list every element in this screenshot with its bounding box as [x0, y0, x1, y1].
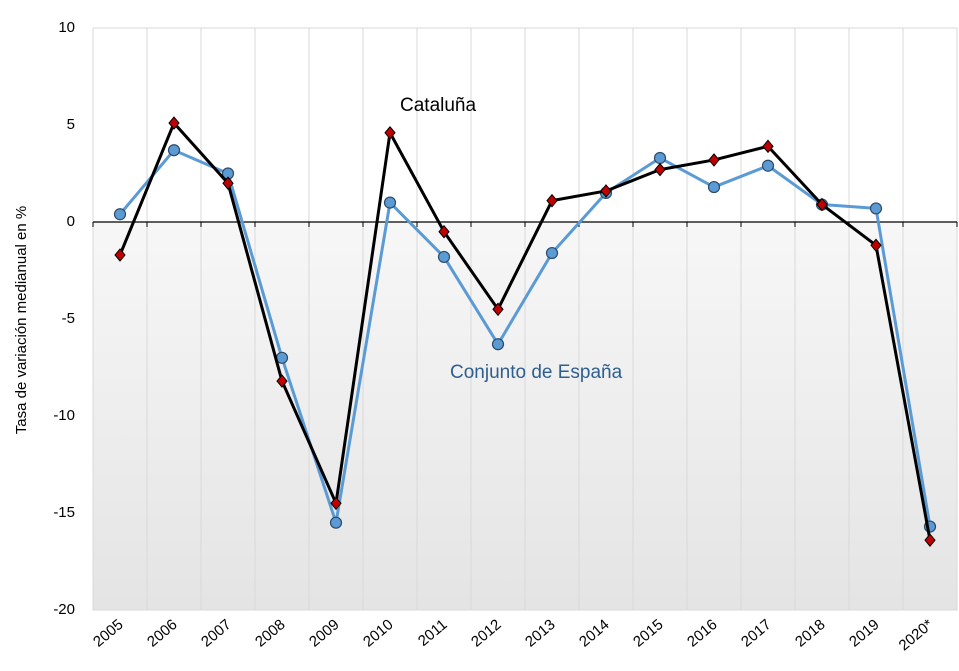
y-tick-label: 5 [67, 116, 75, 133]
point [492, 302, 504, 317]
point [222, 176, 234, 190]
point [168, 116, 180, 130]
point [600, 184, 612, 198]
point [438, 224, 450, 239]
point [491, 338, 505, 351]
point [437, 250, 451, 264]
y-tick-label: 0 [67, 213, 75, 230]
point [383, 196, 397, 209]
x-tick-label: 2015 [630, 616, 666, 650]
x-tick-label: 2006 [144, 616, 180, 650]
series-line [118, 148, 932, 527]
x-tick-label: 2008 [252, 616, 288, 650]
x-tick-label: 2016 [684, 616, 720, 650]
point [654, 162, 666, 177]
point [707, 180, 721, 194]
point [545, 246, 559, 260]
point [276, 374, 288, 388]
point [816, 197, 828, 212]
annotation: Cataluña [400, 95, 476, 116]
x-tick-label: 2010 [360, 616, 396, 650]
point [924, 533, 936, 547]
x-tick-label: 2012 [468, 616, 504, 650]
point [546, 193, 558, 208]
point [653, 151, 667, 165]
annotation: Conjunto de España [450, 362, 623, 383]
point [329, 516, 343, 529]
point [113, 208, 127, 221]
x-tick-label: 2020* [896, 616, 937, 654]
point [870, 238, 882, 253]
y-tick-label: 10 [58, 19, 75, 36]
x-tick-label: 2009 [306, 616, 342, 650]
x-tick-label: 2014 [576, 616, 612, 650]
point [762, 139, 774, 154]
y-tick-label: -5 [62, 310, 75, 327]
point [384, 125, 396, 140]
x-tick-label: 2019 [846, 616, 882, 650]
x-tick-label: 2013 [522, 616, 558, 650]
x-tick-label: 2017 [738, 616, 774, 650]
series-line [118, 121, 932, 541]
y-tick-label: -20 [53, 601, 75, 618]
y-tick-label: -10 [53, 407, 75, 424]
plot-border [92, 27, 958, 611]
x-tick-label: 2005 [90, 616, 126, 650]
point [330, 496, 342, 511]
x-tick-label: 2018 [792, 616, 828, 650]
y-tick-label: -15 [53, 504, 75, 521]
point [869, 202, 883, 215]
x-tick-label: 2011 [415, 616, 451, 650]
point [114, 248, 126, 262]
point [708, 153, 720, 167]
point [761, 159, 775, 172]
y-axis-label: Tasa de variación medianual en % [13, 206, 30, 434]
x-tick-label: 2007 [198, 616, 234, 650]
point [167, 144, 181, 157]
